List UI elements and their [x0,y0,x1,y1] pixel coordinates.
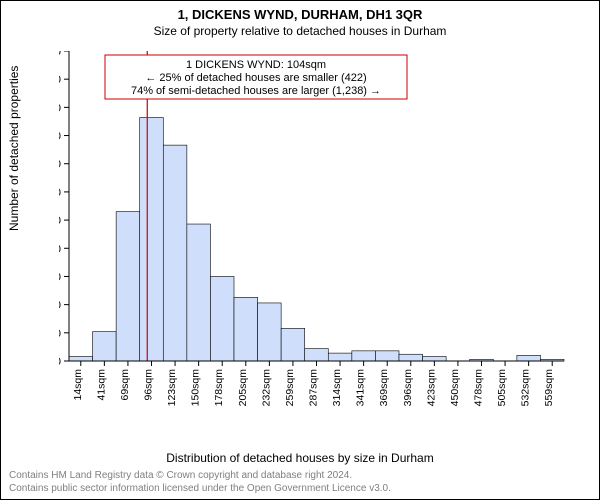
x-axis-label: Distribution of detached houses by size … [1,451,599,465]
annotation-line-1: 1 DICKENS WYND: 104sqm [186,59,326,71]
x-tick-label: 450sqm [449,369,461,407]
footer-line-2: Contains public sector information licen… [9,483,391,496]
x-tick-label: 123sqm [166,369,178,407]
y-tick-label: 200 [59,243,61,255]
x-tick-label: 178sqm [213,369,225,407]
histogram-bar [517,355,541,361]
subtitle: Size of property relative to detached ho… [1,24,599,38]
histogram-bar [234,297,258,361]
chart-area: 0 50 100 150 200 250 300 350 400 450 500 550 14sqm 4… [59,51,569,421]
histogram-bar [375,351,399,361]
y-axis: 0 50 100 150 200 250 300 350 400 450 500 550 [59,51,69,368]
footer-attribution: Contains HM Land Registry data © Crown c… [9,470,391,495]
histogram-bar [258,303,282,361]
histogram-bar [352,351,376,361]
x-tick-label: 314sqm [331,369,343,407]
y-tick-label: 500 [59,74,61,86]
x-axis: 14sqm 41sqm 69sqm 96sqm 123sqm 150sqm 178sqm 20… [72,361,555,406]
histogram-bar [116,212,140,361]
y-tick-label: 300 [59,187,61,199]
y-axis-label: Number of detached properties [7,66,21,231]
x-tick-label: 150sqm [190,369,202,407]
histogram-bar [305,349,329,361]
histogram-bars [69,118,564,361]
x-tick-label: 205sqm [237,369,249,407]
x-tick-label: 532sqm [520,369,532,407]
y-tick-label: 50 [59,328,61,340]
y-tick-label: 550 [59,51,61,58]
x-tick-label: 287sqm [308,369,320,407]
figure-container: 1, DICKENS WYND, DURHAM, DH1 3QR Size of… [0,0,600,500]
annotation-box: 1 DICKENS WYND: 104sqm ← 25% of detached… [105,55,407,99]
x-tick-label: 14sqm [72,369,84,401]
y-tick-label: 450 [59,102,61,114]
histogram-bar [399,354,423,361]
y-tick-label: 150 [59,271,61,283]
histogram-bar [93,332,117,361]
title-block: 1, DICKENS WYND, DURHAM, DH1 3QR Size of… [1,1,599,38]
x-tick-label: 369sqm [378,369,390,407]
y-tick-label: 100 [59,300,61,312]
histogram-bar [140,118,164,361]
x-tick-label: 232sqm [260,369,272,407]
histogram-bar [210,276,234,361]
address-title: 1, DICKENS WYND, DURHAM, DH1 3QR [1,7,599,22]
histogram-bar [281,328,305,361]
histogram-bar [187,224,211,361]
x-tick-label: 423sqm [425,369,437,407]
x-tick-label: 69sqm [119,369,131,401]
x-tick-label: 478sqm [473,369,485,407]
annotation-line-2: ← 25% of detached houses are smaller (42… [145,72,366,84]
y-tick-label: 400 [59,131,61,143]
histogram-bar [163,145,187,361]
y-tick-label: 0 [59,356,61,368]
x-tick-label: 396sqm [402,369,414,407]
x-tick-label: 341sqm [355,369,367,407]
y-tick-label: 350 [59,159,61,171]
x-tick-label: 259sqm [284,369,296,407]
x-tick-label: 559sqm [543,369,555,407]
y-tick-label: 250 [59,215,61,227]
footer-line-1: Contains HM Land Registry data © Crown c… [9,470,391,483]
x-tick-label: 41sqm [95,369,107,401]
histogram-svg: 0 50 100 150 200 250 300 350 400 450 500 550 14sqm 4… [59,51,569,421]
annotation-line-3: 74% of semi-detached houses are larger (… [131,85,381,97]
x-tick-label: 505sqm [496,369,508,407]
histogram-bar [328,353,352,361]
histogram-bar [69,356,93,361]
histogram-bar [423,356,447,361]
x-tick-label: 96sqm [143,369,155,401]
